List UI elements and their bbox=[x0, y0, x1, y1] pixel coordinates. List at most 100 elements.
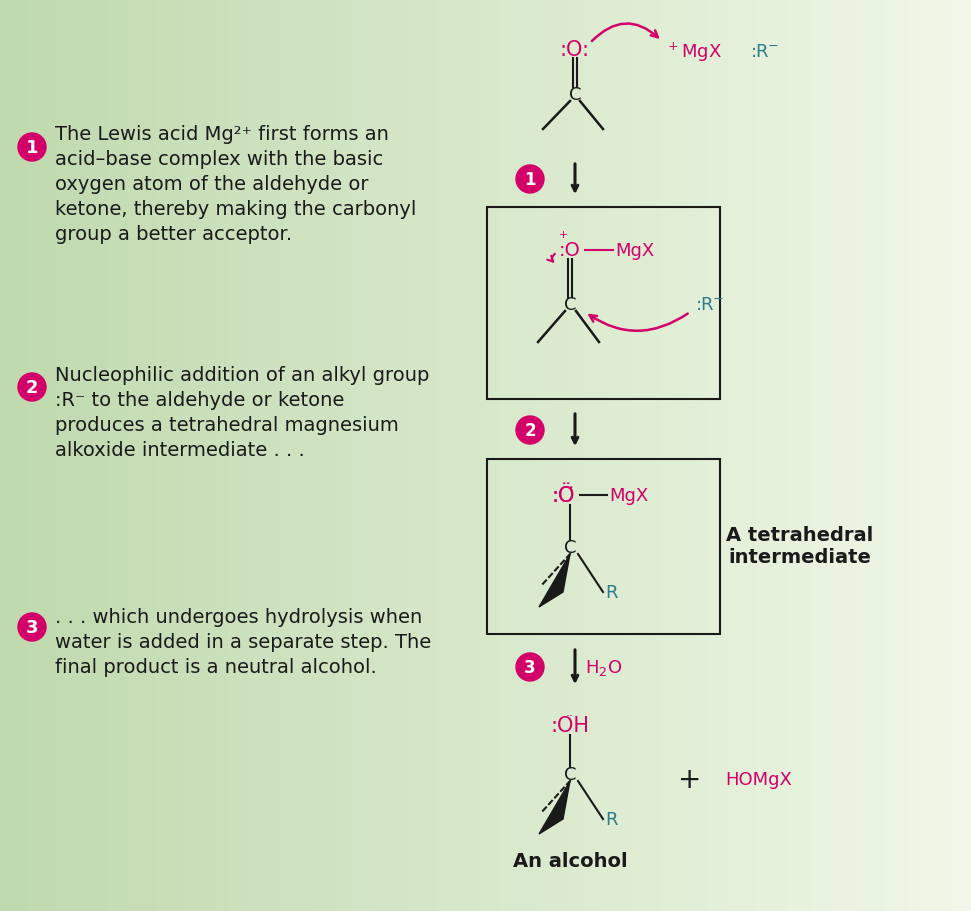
Bar bbox=[816, 0, 820, 911]
Bar bbox=[461, 0, 466, 911]
Bar bbox=[636, 0, 641, 911]
Text: :R$^{-}$: :R$^{-}$ bbox=[750, 43, 779, 61]
Bar bbox=[738, 0, 743, 911]
Bar bbox=[272, 0, 277, 911]
Circle shape bbox=[516, 416, 544, 445]
Bar bbox=[68, 0, 73, 911]
Text: R: R bbox=[605, 810, 618, 828]
Bar bbox=[257, 0, 262, 911]
Text: 2: 2 bbox=[26, 379, 38, 396]
Bar bbox=[850, 0, 854, 911]
Text: :Ö: :Ö bbox=[552, 486, 575, 506]
Bar bbox=[840, 0, 845, 911]
Circle shape bbox=[516, 166, 544, 194]
Bar bbox=[184, 0, 189, 911]
Bar bbox=[913, 0, 918, 911]
Text: R: R bbox=[605, 583, 618, 601]
Bar bbox=[806, 0, 811, 911]
Text: A tetrahedral
intermediate: A tetrahedral intermediate bbox=[726, 526, 874, 567]
Bar bbox=[0, 0, 5, 911]
Bar bbox=[384, 0, 388, 911]
Bar bbox=[320, 0, 325, 911]
Bar bbox=[510, 0, 515, 911]
Bar bbox=[364, 0, 369, 911]
Bar bbox=[529, 0, 534, 911]
Bar bbox=[262, 0, 267, 911]
Bar bbox=[825, 0, 830, 911]
Bar bbox=[78, 0, 83, 911]
Bar bbox=[947, 0, 952, 911]
Bar bbox=[214, 0, 218, 911]
Bar bbox=[170, 0, 175, 911]
Bar bbox=[58, 0, 63, 911]
Text: :O:: :O: bbox=[560, 40, 590, 60]
Bar bbox=[5, 0, 10, 911]
Bar bbox=[291, 0, 296, 911]
Bar bbox=[966, 0, 971, 911]
Bar bbox=[53, 0, 58, 911]
Text: The Lewis acid Mg²⁺ first forms an
acid–base complex with the basic
oxygen atom : The Lewis acid Mg²⁺ first forms an acid–… bbox=[55, 125, 417, 244]
Bar bbox=[398, 0, 403, 911]
Text: $^{+}$: $^{+}$ bbox=[558, 230, 568, 245]
Bar bbox=[621, 0, 626, 911]
Bar bbox=[811, 0, 816, 911]
Bar bbox=[330, 0, 335, 911]
Bar bbox=[699, 0, 704, 911]
Bar bbox=[97, 0, 102, 911]
Bar bbox=[63, 0, 68, 911]
Bar bbox=[801, 0, 806, 911]
Bar bbox=[723, 0, 728, 911]
Bar bbox=[228, 0, 233, 911]
Bar bbox=[762, 0, 767, 911]
Text: C: C bbox=[564, 296, 576, 313]
Bar bbox=[87, 0, 92, 911]
Bar bbox=[787, 0, 791, 911]
Text: 1: 1 bbox=[524, 171, 536, 189]
Bar bbox=[252, 0, 257, 911]
Bar bbox=[772, 0, 777, 911]
Bar bbox=[495, 0, 500, 911]
Bar bbox=[515, 0, 519, 911]
Text: MgX: MgX bbox=[615, 241, 654, 260]
Bar bbox=[927, 0, 932, 911]
Text: 3: 3 bbox=[26, 619, 38, 636]
Bar bbox=[607, 0, 612, 911]
Bar bbox=[597, 0, 602, 911]
Text: C: C bbox=[569, 86, 582, 104]
Bar bbox=[641, 0, 646, 911]
Bar bbox=[432, 0, 437, 911]
Bar bbox=[743, 0, 748, 911]
Text: C: C bbox=[564, 538, 576, 557]
Bar bbox=[845, 0, 850, 911]
Bar bbox=[476, 0, 481, 911]
Text: C: C bbox=[564, 765, 576, 783]
Bar bbox=[107, 0, 112, 911]
Bar bbox=[835, 0, 840, 911]
Bar bbox=[487, 208, 720, 400]
Bar bbox=[277, 0, 282, 911]
Bar bbox=[311, 0, 316, 911]
Bar bbox=[83, 0, 87, 911]
Text: HOMgX: HOMgX bbox=[725, 770, 792, 788]
Text: Nucleophilic addition of an alkyl group
:R⁻ to the aldehyde or ketone
produces a: Nucleophilic addition of an alkyl group … bbox=[55, 365, 429, 459]
Bar bbox=[49, 0, 53, 911]
Bar bbox=[864, 0, 869, 911]
Bar bbox=[524, 0, 529, 911]
FancyArrowPatch shape bbox=[589, 314, 687, 332]
Bar bbox=[121, 0, 126, 911]
Bar bbox=[354, 0, 359, 911]
Bar bbox=[694, 0, 699, 911]
Bar bbox=[753, 0, 757, 911]
Bar bbox=[180, 0, 184, 911]
Bar bbox=[29, 0, 34, 911]
Bar bbox=[791, 0, 796, 911]
Text: 3: 3 bbox=[524, 659, 536, 676]
Circle shape bbox=[18, 374, 46, 402]
Bar bbox=[952, 0, 956, 911]
Bar bbox=[500, 0, 505, 911]
Bar bbox=[19, 0, 24, 911]
Bar bbox=[903, 0, 908, 911]
Bar bbox=[733, 0, 738, 911]
Bar bbox=[447, 0, 452, 911]
Bar bbox=[151, 0, 155, 911]
